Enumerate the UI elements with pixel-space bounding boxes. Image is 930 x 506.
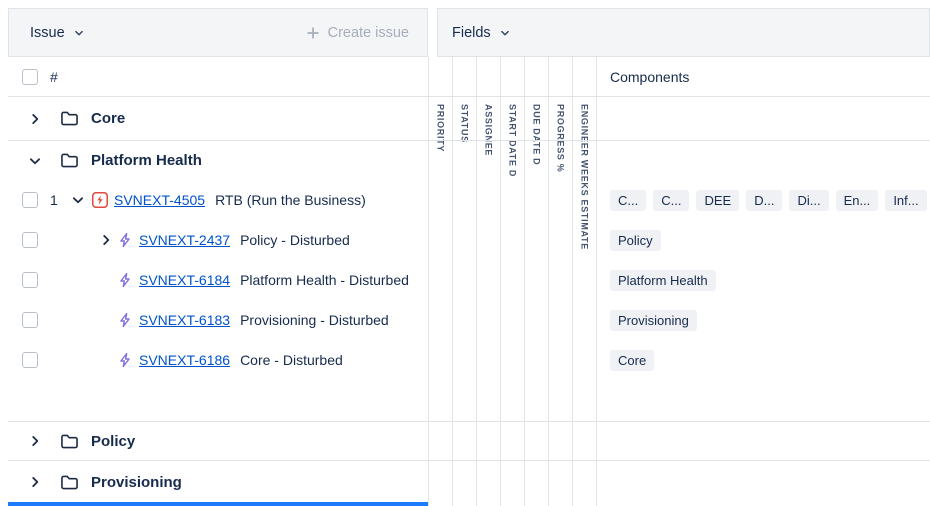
rtb-issue-type-icon xyxy=(92,192,108,208)
row-number-header: # xyxy=(50,68,58,85)
issue-row[interactable]: SVNEXT-6184 Platform Health - Disturbed xyxy=(8,260,428,300)
components-cell[interactable]: Core xyxy=(610,340,930,380)
group-label: Core xyxy=(91,110,126,127)
component-chip: C... xyxy=(610,189,647,211)
group-label: Platform Health xyxy=(91,152,202,169)
component-chip: Platform Health xyxy=(610,269,716,291)
column-header-label: ASSIGNEE xyxy=(483,104,494,157)
component-chip: D... xyxy=(746,189,783,211)
issue-key-link[interactable]: SVNEXT-2437 xyxy=(139,232,231,248)
bolt-issue-type-icon xyxy=(117,272,133,288)
issue-key-link[interactable]: SVNEXT-4505 xyxy=(114,192,206,208)
column-status[interactable]: STATUS xyxy=(452,57,476,506)
folder-icon xyxy=(60,433,79,450)
column-start-date[interactable]: START DATE D xyxy=(500,57,524,506)
row-checkbox[interactable] xyxy=(22,192,38,208)
bolt-issue-type-icon xyxy=(117,352,133,368)
components-cell[interactable]: Provisioning xyxy=(610,300,930,340)
group-row-policy[interactable]: Policy xyxy=(8,422,428,460)
column-header-label: ENGINEER WEEKS ESTIMATE xyxy=(579,104,590,250)
column-header-label: START DATE D xyxy=(507,104,518,178)
column-header-label: DUE DATE D xyxy=(531,104,542,166)
chevron-right-icon[interactable] xyxy=(98,232,114,248)
issue-row[interactable]: SVNEXT-6186 Core - Disturbed xyxy=(8,340,428,380)
issue-row[interactable]: SVNEXT-2437 Policy - Disturbed xyxy=(8,220,428,260)
issue-menu-label: Issue xyxy=(30,24,65,41)
group-label: Provisioning xyxy=(91,473,182,491)
chevron-down-icon[interactable] xyxy=(27,153,43,169)
folder-icon xyxy=(60,152,79,169)
column-assignee[interactable]: ASSIGNEE xyxy=(476,57,500,506)
issue-summary: Policy - Disturbed xyxy=(240,232,350,248)
issue-row[interactable]: 1 SVNEXT-4505 RTB (Run the Business) xyxy=(8,180,428,220)
column-progress[interactable]: PROGRESS % xyxy=(548,57,572,506)
bottom-accent-bar xyxy=(8,502,428,506)
column-priority[interactable]: PRIORITY xyxy=(428,57,452,506)
issue-key-link[interactable]: SVNEXT-6184 xyxy=(139,272,231,288)
row-checkbox[interactable] xyxy=(22,232,38,248)
right-toolbar: Fields xyxy=(437,8,930,57)
column-header-label: PRIORITY xyxy=(435,104,446,153)
components-cell[interactable]: C... C... DEE D... Di... En... Inf... In… xyxy=(610,180,930,220)
component-chip: Provisioning xyxy=(610,309,697,331)
component-chip: Core xyxy=(610,349,655,371)
column-due-date[interactable]: DUE DATE D xyxy=(524,57,548,506)
issue-summary: RTB (Run the Business) xyxy=(215,192,366,208)
row-number: 1 xyxy=(50,192,58,208)
components-header-label: Components xyxy=(610,68,690,85)
column-engineer-weeks-estimate[interactable]: ENGINEER WEEKS ESTIMATE xyxy=(572,57,596,506)
issue-summary: Provisioning - Disturbed xyxy=(240,312,389,328)
component-chip: DEE xyxy=(696,189,740,211)
column-divider xyxy=(596,57,597,506)
issue-row[interactable]: SVNEXT-6183 Provisioning - Disturbed xyxy=(8,300,428,340)
component-chip: En... xyxy=(835,189,879,211)
row-separator xyxy=(8,460,930,461)
folder-icon xyxy=(60,474,79,491)
bolt-issue-type-icon xyxy=(117,232,133,248)
chevron-right-icon[interactable] xyxy=(27,111,43,127)
component-chip: Di... xyxy=(789,189,829,211)
plus-icon xyxy=(306,26,320,40)
group-label: Policy xyxy=(91,432,136,450)
fields-menu-button[interactable]: Fields xyxy=(452,25,511,41)
table-header-row: # xyxy=(8,57,428,96)
select-all-checkbox[interactable] xyxy=(22,68,38,85)
row-separator xyxy=(8,96,930,97)
component-chip: Inf... xyxy=(885,189,927,211)
row-checkbox[interactable] xyxy=(22,352,38,368)
components-cell[interactable]: Platform Health xyxy=(610,260,930,300)
create-issue-label: Create issue xyxy=(327,24,409,41)
issue-key-link[interactable]: SVNEXT-6186 xyxy=(139,352,231,368)
row-checkbox[interactable] xyxy=(22,312,38,328)
issue-summary: Platform Health - Disturbed xyxy=(240,272,409,288)
group-row-core[interactable]: Core xyxy=(8,97,428,140)
row-separator xyxy=(8,140,930,141)
component-chip: C... xyxy=(653,189,690,211)
issue-key-link[interactable]: SVNEXT-6183 xyxy=(139,312,231,328)
column-header-label: PROGRESS % xyxy=(555,104,566,173)
group-row-platform-health[interactable]: Platform Health xyxy=(8,141,428,180)
chevron-down-icon[interactable] xyxy=(70,192,86,208)
issue-summary: Core - Disturbed xyxy=(240,352,343,368)
bolt-issue-type-icon xyxy=(117,312,133,328)
folder-icon xyxy=(60,110,79,127)
chevron-right-icon[interactable] xyxy=(27,433,43,449)
create-issue-button[interactable]: Create issue xyxy=(306,25,409,41)
fields-menu-label: Fields xyxy=(452,24,491,41)
left-toolbar: Issue Create issue xyxy=(8,8,428,57)
group-row-provisioning[interactable]: Provisioning xyxy=(8,461,428,503)
components-column-header[interactable]: Components xyxy=(610,57,689,96)
issue-menu-button[interactable]: Issue xyxy=(30,25,85,41)
chevron-down-icon xyxy=(73,27,85,39)
chevron-right-icon[interactable] xyxy=(27,474,43,490)
chevron-down-icon xyxy=(499,27,511,39)
column-header-label: STATUS xyxy=(459,104,470,143)
component-chip: Policy xyxy=(610,229,661,251)
components-cell[interactable]: Policy xyxy=(610,220,930,260)
row-checkbox[interactable] xyxy=(22,272,38,288)
row-separator xyxy=(8,421,930,422)
